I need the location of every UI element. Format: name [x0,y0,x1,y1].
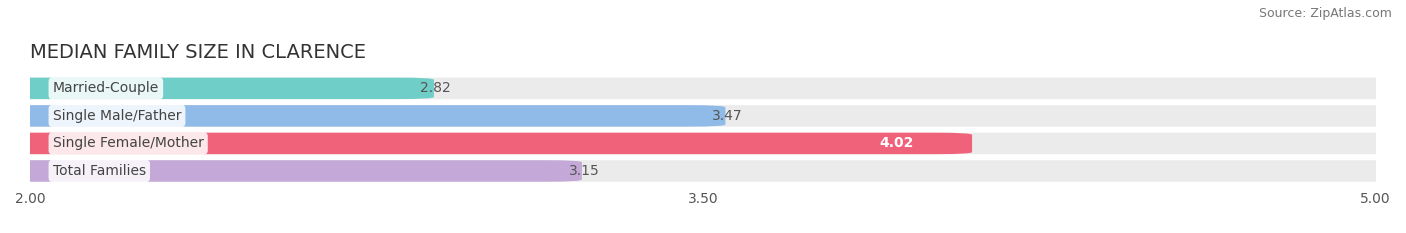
Text: 2.82: 2.82 [420,81,451,95]
Text: 3.47: 3.47 [711,109,742,123]
FancyBboxPatch shape [0,133,972,154]
Text: 4.02: 4.02 [879,137,914,151]
Text: Source: ZipAtlas.com: Source: ZipAtlas.com [1258,7,1392,20]
FancyBboxPatch shape [0,133,1406,154]
Text: Single Female/Mother: Single Female/Mother [53,137,204,151]
Text: Single Male/Father: Single Male/Father [53,109,181,123]
FancyBboxPatch shape [0,105,1406,127]
Text: MEDIAN FAMILY SIZE IN CLARENCE: MEDIAN FAMILY SIZE IN CLARENCE [31,43,367,62]
Text: 3.15: 3.15 [568,164,599,178]
Text: Married-Couple: Married-Couple [53,81,159,95]
FancyBboxPatch shape [0,105,725,127]
FancyBboxPatch shape [0,160,582,182]
FancyBboxPatch shape [0,160,1406,182]
Text: Total Families: Total Families [53,164,146,178]
FancyBboxPatch shape [0,78,1406,99]
FancyBboxPatch shape [0,78,434,99]
